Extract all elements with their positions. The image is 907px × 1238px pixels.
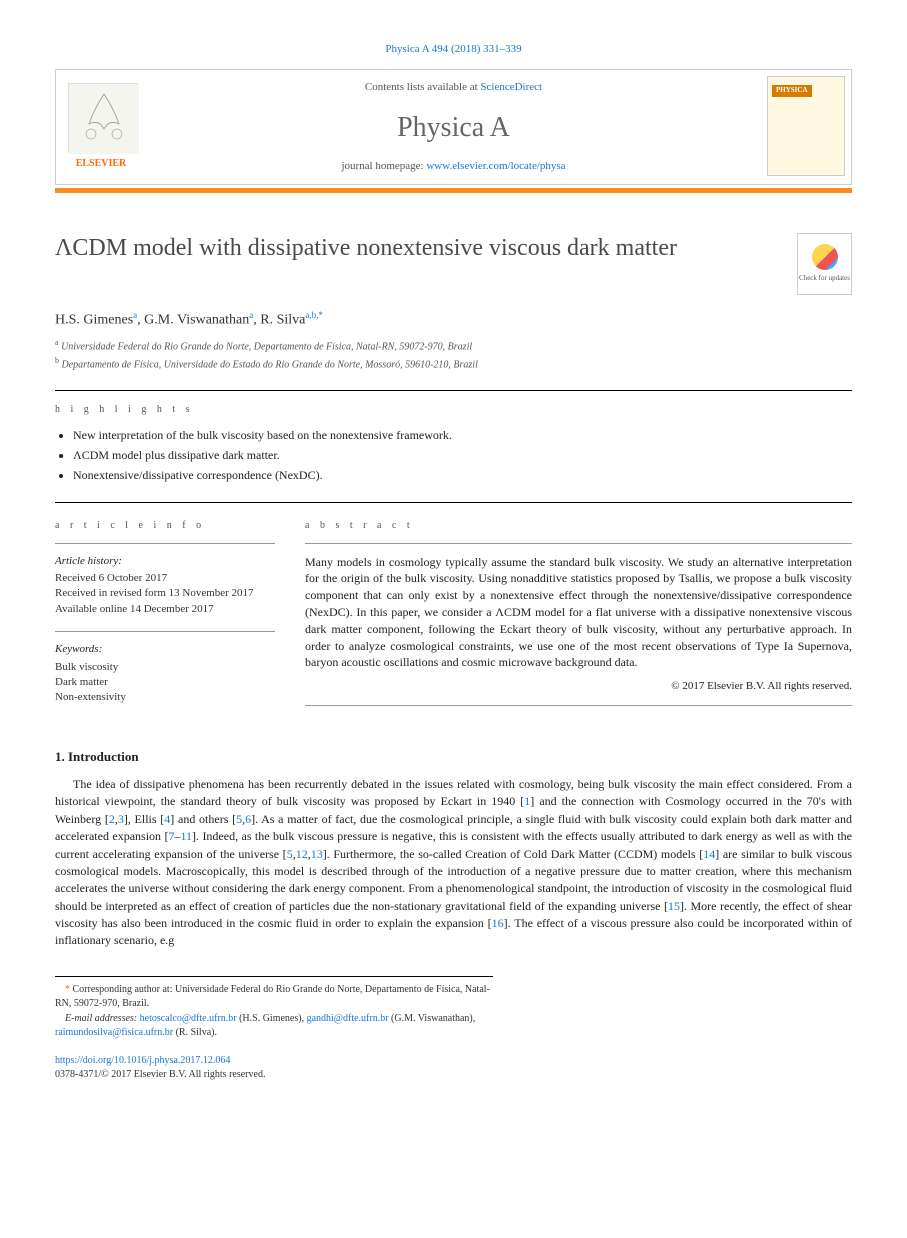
header-middle: Contents lists available at ScienceDirec… bbox=[146, 70, 761, 184]
journal-header: ELSEVIER Contents lists available at Sci… bbox=[55, 69, 852, 185]
ref-15[interactable]: 15 bbox=[668, 899, 680, 913]
fn-email-label: E-mail addresses: bbox=[65, 1013, 140, 1024]
crossmark-icon bbox=[812, 244, 838, 270]
author-2-aff[interactable]: a bbox=[249, 310, 253, 320]
highlight-1: New interpretation of the bulk viscosity… bbox=[73, 427, 852, 444]
crossmark-label: Check for updates bbox=[799, 274, 850, 284]
highlight-3: Nonextensive/dissipative correspondence … bbox=[73, 467, 852, 484]
abstract-text: Many models in cosmology typically assum… bbox=[305, 554, 852, 672]
received-line: Received 6 October 2017 bbox=[55, 571, 275, 586]
keywords-head: Keywords: bbox=[55, 642, 275, 657]
highlights-block: New interpretation of the bulk viscosity… bbox=[55, 427, 852, 483]
ref-14[interactable]: 14 bbox=[703, 847, 715, 861]
citation-link[interactable]: Physica A 494 (2018) 331–339 bbox=[385, 43, 521, 55]
email-1-name: (H.S. Gimenes), bbox=[237, 1013, 307, 1024]
ref-12[interactable]: 12 bbox=[296, 847, 308, 861]
email-2[interactable]: gandhi@dfte.ufrn.br bbox=[307, 1013, 389, 1024]
publisher-label: ELSEVIER bbox=[64, 157, 138, 171]
email-1[interactable]: hetoscalco@dfte.ufrn.br bbox=[140, 1013, 237, 1024]
affiliations: a Universidade Federal do Rio Grande do … bbox=[55, 337, 852, 373]
keyword-1: Bulk viscosity bbox=[55, 660, 275, 675]
journal-name: Physica A bbox=[146, 108, 761, 147]
affil-b-text: Departamento de Física, Universidade do … bbox=[62, 359, 478, 370]
article-info-column: a r t i c l e i n f o Article history: R… bbox=[55, 519, 275, 720]
email-2-name: (G.M. Viswanathan), bbox=[389, 1013, 476, 1024]
author-3-aff[interactable]: a,b, bbox=[305, 310, 318, 320]
journal-cover-thumb: PHYSICA bbox=[767, 76, 845, 176]
homepage-link[interactable]: www.elsevier.com/locate/physa bbox=[426, 160, 565, 172]
intro-paragraph: The idea of dissipative phenomena has be… bbox=[55, 776, 852, 950]
affil-a-text: Universidade Federal do Rio Grande do No… bbox=[61, 341, 472, 352]
email-3-name: (R. Silva). bbox=[173, 1027, 217, 1038]
doi-link[interactable]: https://doi.org/10.1016/j.physa.2017.12.… bbox=[55, 1055, 230, 1066]
sciencedirect-link[interactable]: ScienceDirect bbox=[480, 81, 542, 93]
online-line: Available online 14 December 2017 bbox=[55, 602, 275, 617]
email-3[interactable]: raimundosilva@fisica.ufrn.br bbox=[55, 1027, 173, 1038]
top-citation: Physica A 494 (2018) 331–339 bbox=[55, 40, 852, 57]
abstract-copyright: © 2017 Elsevier B.V. All rights reserved… bbox=[305, 679, 852, 694]
cover-band-label: PHYSICA bbox=[772, 85, 812, 97]
orange-divider bbox=[55, 188, 852, 193]
affil-b-sup: b bbox=[55, 356, 59, 365]
abstract-rule-2 bbox=[305, 705, 852, 706]
revised-line: Received in revised form 13 November 201… bbox=[55, 586, 275, 601]
keyword-3: Non-extensivity bbox=[55, 690, 275, 705]
intro-text-4: ] and others [ bbox=[170, 812, 236, 826]
info-rule-2 bbox=[55, 631, 275, 632]
keyword-2: Dark matter bbox=[55, 675, 275, 690]
article-title: ΛCDM model with dissipative nonextensive… bbox=[55, 233, 777, 263]
crossmark-badge[interactable]: Check for updates bbox=[797, 233, 852, 295]
author-2: G.M. Viswanathan bbox=[144, 313, 249, 328]
issn-line: 0378-4371/© 2017 Elsevier B.V. All right… bbox=[55, 1069, 265, 1080]
ref-11[interactable]: 11 bbox=[180, 829, 192, 843]
elsevier-logo bbox=[68, 83, 138, 153]
intro-text-7: ]. Furthermore, the so-called Creation o… bbox=[323, 847, 704, 861]
ref-16[interactable]: 16 bbox=[492, 916, 504, 930]
fn-corresponding: Corresponding author at: Universidade Fe… bbox=[55, 984, 490, 1009]
history-head: Article history: bbox=[55, 554, 275, 569]
footnotes: * Corresponding author at: Universidade … bbox=[55, 976, 493, 1040]
author-3: R. Silva bbox=[260, 313, 305, 328]
affil-a-sup: a bbox=[55, 338, 59, 347]
article-info-label: a r t i c l e i n f o bbox=[55, 519, 275, 533]
author-1: H.S. Gimenes bbox=[55, 313, 133, 328]
cover-cell: PHYSICA bbox=[761, 70, 851, 184]
highlight-2: ΛCDM model plus dissipative dark matter. bbox=[73, 447, 852, 464]
author-list: H.S. Gimenesa, G.M. Viswanathana, R. Sil… bbox=[55, 309, 852, 330]
rule-2 bbox=[55, 502, 852, 503]
bottom-bar: https://doi.org/10.1016/j.physa.2017.12.… bbox=[55, 1054, 852, 1082]
abstract-column: a b s t r a c t Many models in cosmology… bbox=[305, 519, 852, 720]
contents-prefix: Contents lists available at bbox=[365, 81, 480, 93]
intro-text-3: ], Ellis [ bbox=[124, 812, 164, 826]
abstract-label: a b s t r a c t bbox=[305, 519, 852, 533]
info-rule-1 bbox=[55, 543, 275, 544]
abstract-rule-1 bbox=[305, 543, 852, 544]
ref-13[interactable]: 13 bbox=[311, 847, 323, 861]
homepage-prefix: journal homepage: bbox=[341, 160, 426, 172]
intro-heading: 1. Introduction bbox=[55, 748, 852, 766]
publisher-cell: ELSEVIER bbox=[56, 70, 146, 184]
corresponding-star[interactable]: * bbox=[318, 310, 323, 320]
rule-1 bbox=[55, 390, 852, 391]
author-1-aff[interactable]: a bbox=[133, 310, 137, 320]
highlights-label: h i g h l i g h t s bbox=[55, 403, 852, 417]
